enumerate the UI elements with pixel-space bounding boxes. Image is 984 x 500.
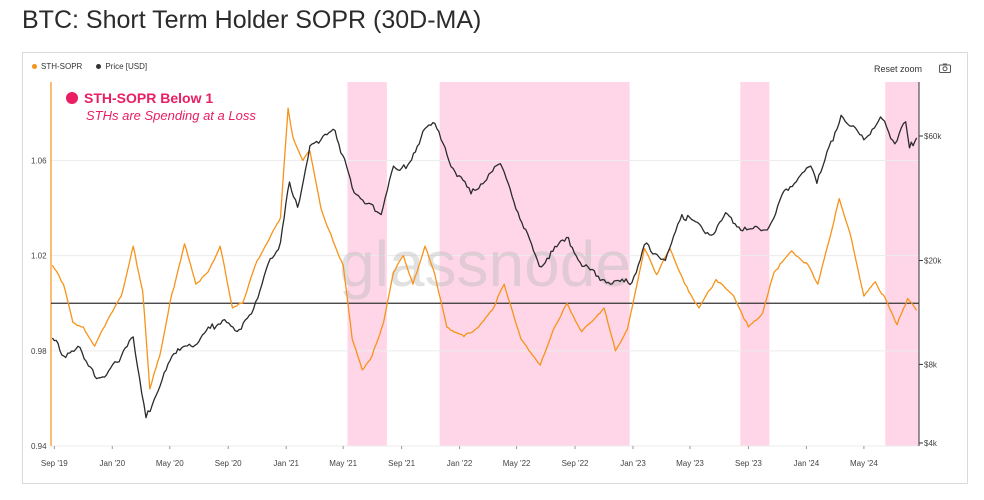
page-title: BTC: Short Term Holder SOPR (30D-MA) (22, 6, 482, 34)
legend-swatch-sopr (32, 64, 37, 69)
price-line (51, 114, 918, 419)
y-right-tick-label: $20k (924, 257, 942, 266)
reset-zoom-button[interactable]: Reset zoom (874, 64, 923, 74)
y-left-tick-label: 1.02 (31, 252, 47, 261)
loss-band-3 (740, 82, 770, 446)
x-tick-label: Jan '21 (273, 459, 299, 468)
loss-band-4 (885, 82, 919, 446)
annotation-title-text: STH-SOPR Below 1 (84, 90, 214, 106)
x-tick-label: May '24 (850, 459, 878, 468)
annotation-subtitle: STHs are Spending at a Loss (86, 108, 256, 123)
x-tick-label: May '22 (503, 459, 531, 468)
watermark: glassnode (339, 228, 631, 300)
sth-sopr-line (51, 107, 918, 390)
x-tick-label: Sep '22 (562, 459, 589, 468)
camera-icon[interactable] (939, 63, 951, 73)
x-tick-label: Jan '23 (620, 459, 646, 468)
annotation-bullet-icon (66, 92, 78, 104)
x-tick-label: Sep '21 (388, 459, 415, 468)
y-right-tick-label: $60k (924, 132, 942, 141)
loss-band-1 (347, 82, 387, 446)
x-tick-label: May '20 (156, 459, 184, 468)
x-tick-label: Sep '20 (215, 459, 242, 468)
legend-item-price[interactable]: Price [USD] (96, 62, 147, 71)
legend-item-sopr[interactable]: STH-SOPR (32, 62, 82, 71)
x-tick-label: Jan '24 (794, 459, 820, 468)
y-left-tick-label: 1.06 (31, 157, 47, 166)
annotation-title: STH-SOPR Below 1 (66, 90, 213, 106)
y-right-tick-label: $4k (924, 439, 938, 448)
legend-label-sopr: STH-SOPR (41, 62, 83, 71)
x-tick-label: May '23 (676, 459, 704, 468)
legend-label-price: Price [USD] (105, 62, 148, 71)
x-tick-label: Sep '19 (41, 459, 68, 468)
y-right-tick-label: $8k (924, 360, 938, 369)
loss-band-2 (439, 82, 630, 446)
x-tick-label: Sep '23 (735, 459, 762, 468)
chart-legend: STH-SOPR Price [USD] (32, 62, 147, 71)
y-left-tick-label: 0.98 (31, 347, 47, 356)
y-left-tick-label: 0.94 (31, 442, 47, 451)
x-tick-label: May '21 (329, 459, 357, 468)
legend-swatch-price (96, 64, 102, 69)
x-tick-label: Jan '22 (447, 459, 473, 468)
x-tick-label: Jan '20 (100, 459, 126, 468)
